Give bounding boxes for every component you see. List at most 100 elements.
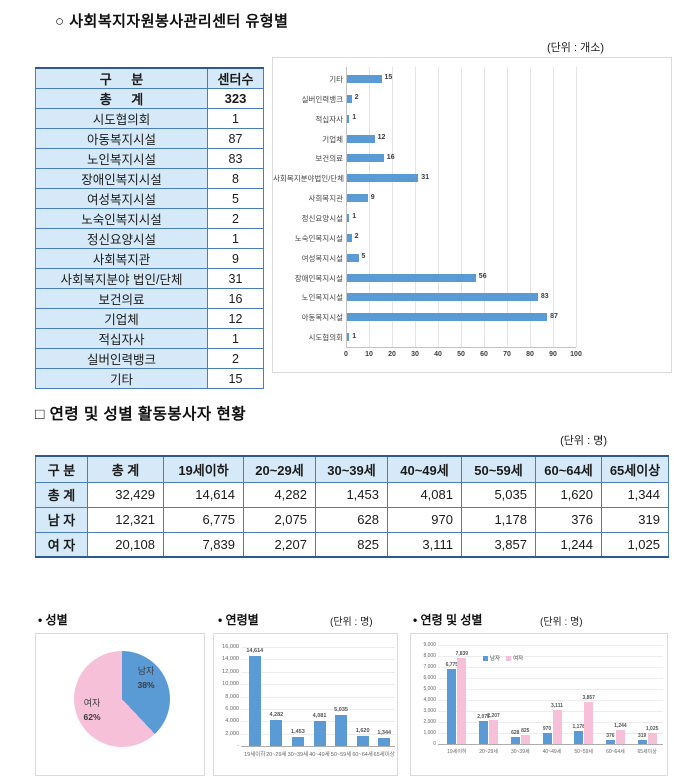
bar-value-label: 2,075 [477,714,490,721]
table-row: 정신요양시설 1 [35,228,264,249]
gridline [438,700,663,701]
gridline [438,744,663,745]
bar [347,273,476,282]
bar-value-label: 1,178 [572,724,585,731]
x-axis-category-label: 20~29세 [479,749,498,755]
x-axis-category-label: 60~64세 [352,752,373,758]
y-axis-tick: 10,000 [222,681,239,688]
bar [347,293,538,302]
table-row: 노숙인복지시설 2 [35,208,264,229]
value-cell: 1,344 [601,481,669,508]
row-header-cell: 여 자 [35,531,88,558]
bar [313,720,326,746]
gridline [438,678,663,679]
gridline [369,67,370,347]
y-axis-tick: 6,000 [225,705,239,712]
bar-value-label: 5 [361,253,366,261]
gridline [484,67,485,347]
gridline [241,684,395,686]
bar-value-label: 3,111 [551,702,563,709]
legend-item: 남자 [483,654,500,662]
bar [489,719,499,744]
gridline [241,671,395,673]
gridline [241,746,395,747]
bar [335,714,348,746]
table1-header: 센터수 [207,67,264,89]
gridline [461,67,462,347]
gridline [530,67,531,347]
table-row: 기타 15 [35,368,264,389]
gridline [415,67,416,347]
gridline [507,67,508,347]
bar [347,134,375,143]
table-row: 남 자 12,321 6,775 2,075 628 970 1,178 376 319 [35,506,669,533]
bar-category-label: 노숙인복지시설 [294,233,343,243]
table2-header: 30~39세 [315,455,388,483]
x-axis-category-label: 65세이상 [637,749,657,755]
table-row: 아동복지시설 87 [35,128,264,149]
bar-value-label: 628 [511,730,520,737]
bar-value-label: 319 [637,733,647,740]
x-axis-category-label: 40~49세 [542,749,562,755]
bar-category-label: 보건의료 [315,154,343,164]
category-cell: 사회복지분야 법인/단체 [35,268,208,289]
x-axis-tick: 40 [434,351,442,358]
x-axis-tick: 70 [503,351,511,358]
bar [378,737,391,746]
bar [584,701,594,744]
y-axis-tick: 2,000 [225,730,239,737]
value-cell: 15 [207,368,264,389]
x-axis-category-label: 19세이하 [447,749,467,755]
row-header-cell: 총 계 [35,481,88,508]
bar [457,657,467,744]
x-axis-tick: 30 [411,351,419,358]
category-cell: 기타 [35,368,208,389]
pie-slice-percent: 62% [83,712,101,722]
age-gender-grouped-bar-chart: 0 1,000 2,000 3,000 4,000 5,000 6,000 7,000 8,00… [410,633,668,776]
legend-item: 여자 [506,654,523,662]
y-axis-tick: 14,000 [222,656,239,663]
value-cell: 1,453 [315,481,388,508]
pie-slice-label: 여자 [83,698,101,708]
table1-header: 구 분 [35,67,208,89]
bar-value-label: 825 [521,727,530,734]
value-cell: 12,321 [87,506,164,533]
value-cell: 16 [207,288,264,309]
y-axis-tick: 16,000 [222,644,239,650]
bar [647,732,657,744]
bar [347,333,350,342]
gridline [438,656,663,657]
age-chart-unit-label: (단위 : 명) [330,617,373,628]
age-gender-chart-unit-label: (단위 : 명) [540,617,583,628]
axis-line [346,347,576,348]
x-axis-category-label: 50~59세 [330,752,352,758]
category-cell: 아동복지시설 [35,128,208,149]
table2-header: 19세이하 [163,455,244,483]
gridline [438,67,439,347]
value-cell: 970 [387,506,462,533]
value-cell: 1,244 [535,531,602,558]
category-cell: 노숙인복지시설 [35,208,208,229]
gridline [438,711,663,712]
value-cell: 1 [207,228,264,249]
x-axis-category-label: 65세이상 [373,752,395,758]
age-gender-chart-title: • 연령 및 성별 [413,613,483,627]
bar [542,733,552,744]
x-axis-category-label: 20~29세 [266,752,287,758]
value-cell: 5,035 [461,481,536,508]
bar-value-label: 1 [352,332,357,340]
value-cell: 1,025 [601,531,669,558]
gridline [438,645,663,646]
y-axis-tick: 7,000 [423,664,436,670]
bar-value-label: 376 [606,732,615,739]
bar-value-label: 1,025 [645,725,659,732]
pie-slice-percent: 38% [137,680,155,690]
table-row: 기업체 12 [35,308,264,329]
y-axis-tick: 12,000 [222,668,239,675]
y-axis-tick: 5,000 [423,686,436,692]
bar-category-label: 노인복지시설 [301,293,343,303]
bar [347,194,368,203]
x-axis-tick: 80 [526,351,534,358]
table-row: 시도협의회 1 [35,108,264,129]
